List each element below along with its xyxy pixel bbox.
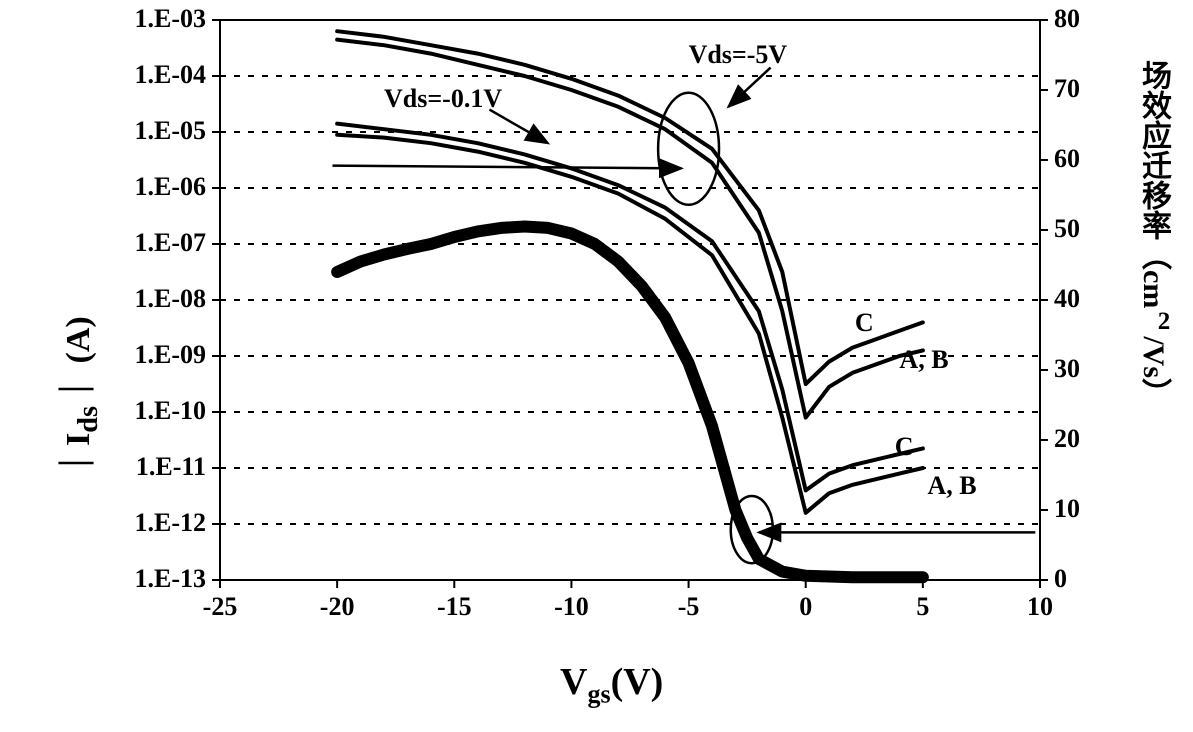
yright-tick-20: 20 [1054,424,1080,454]
annotation-AB_upper: A, B [899,345,948,375]
yleft-tick--9: 1.E-09 [135,340,207,370]
series-Ids_Vds01_upper [337,124,923,491]
x-tick-10: 10 [1027,592,1053,622]
yright-tick-70: 70 [1054,74,1080,104]
yright-tick-80: 80 [1054,4,1080,34]
indicator-arrow-1 [728,68,770,107]
yleft-tick--4: 1.E-04 [135,60,207,90]
yleft-tick--5: 1.E-05 [135,116,207,146]
yright-tick-50: 50 [1054,214,1080,244]
indicator-arrow-0 [332,166,681,169]
x-tick--5: -5 [678,592,700,622]
annotation-vds_5: Vds=-5V [689,40,788,70]
yleft-tick--12: 1.E-12 [135,508,207,538]
yright-tick-0: 0 [1054,564,1067,594]
yleft-tick--10: 1.E-10 [135,396,207,426]
x-tick--20: -20 [320,592,355,622]
annotation-AB_lower: A, B [928,471,977,501]
x-tick-5: 5 [916,592,929,622]
indicator-arrow-3 [489,110,548,144]
yright-tick-60: 60 [1054,144,1080,174]
x-tick--10: -10 [554,592,589,622]
annotation-vds_01: Vds=-0.1V [384,84,502,114]
yright-tick-30: 30 [1054,354,1080,384]
yleft-tick--8: 1.E-08 [135,284,207,314]
yleft-tick--3: 1.E-03 [135,4,207,34]
annotation-C_upper: C [855,308,874,338]
chart-container: ｜Ids｜ (A) 场效应迁移率（cm2/Vs） Vgs(V) 1.E-131.… [0,0,1193,732]
yleft-tick--6: 1.E-06 [135,172,207,202]
x-tick--25: -25 [203,592,238,622]
yleft-tick--13: 1.E-13 [135,564,207,594]
yright-tick-10: 10 [1054,494,1080,524]
x-tick-0: 0 [799,592,812,622]
x-tick--15: -15 [437,592,472,622]
yleft-tick--11: 1.E-11 [136,452,206,482]
yright-tick-40: 40 [1054,284,1080,314]
annotation-C_lower: C [895,432,914,462]
yleft-tick--7: 1.E-07 [135,228,207,258]
